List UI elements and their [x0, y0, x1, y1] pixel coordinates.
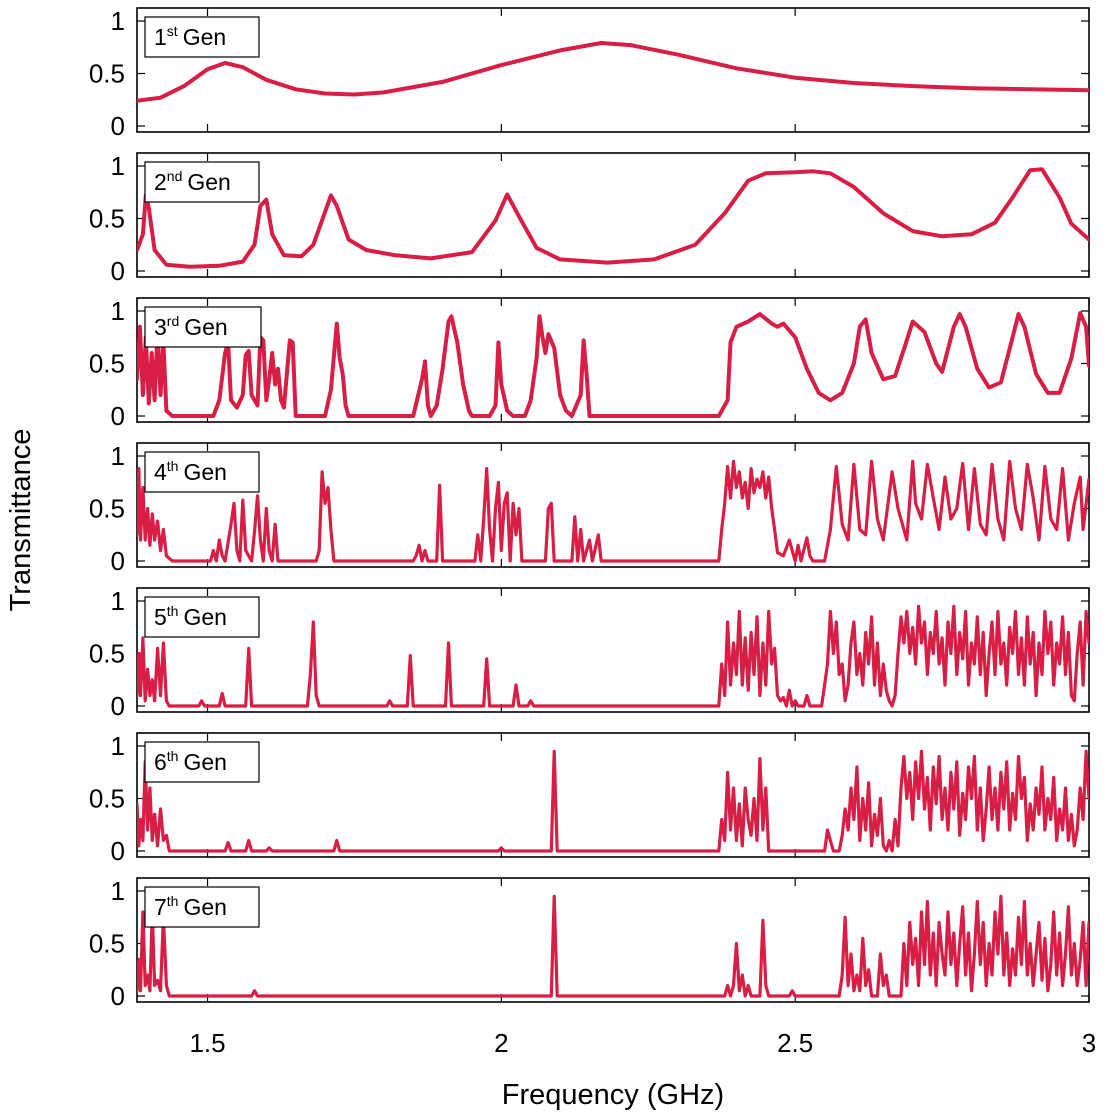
- panel-frame: [136, 7, 1090, 133]
- gen-label-box: [144, 741, 260, 783]
- panel-2: 0 0.5 1 2nd Gen: [89, 151, 1090, 286]
- gen-label: 3rd Gen: [154, 313, 228, 340]
- y-tick-label: 0.5: [89, 929, 125, 959]
- x-tick-label: 3: [1082, 1028, 1096, 1058]
- y-tick-label: 0: [111, 256, 125, 286]
- panel-frame: [136, 587, 1090, 713]
- y-tick-label: 0.5: [89, 639, 125, 669]
- gen-label-box: [144, 596, 260, 638]
- x-tick-label: 2: [494, 1028, 508, 1058]
- gen-label: 6th Gen: [154, 748, 227, 775]
- x-tick-label: 2.5: [777, 1028, 813, 1058]
- y-tick-label: 0.5: [89, 494, 125, 524]
- gen-label: 4th Gen: [154, 458, 227, 485]
- series-line: [137, 459, 1089, 563]
- panel-frame: [136, 152, 1090, 278]
- gen-label-box: [144, 306, 262, 348]
- panel-6: 0 0.5 1 6th Gen: [89, 731, 1090, 866]
- y-tick-label: 0.5: [89, 784, 125, 814]
- series-line: [137, 894, 1089, 998]
- gen-label: 1st Gen: [154, 23, 226, 50]
- x-axis-label: Frequency (GHz): [502, 1079, 724, 1111]
- y-axis-label: Transmittance: [5, 429, 37, 612]
- y-tick-label: 0: [111, 546, 125, 576]
- panel-5: 0 0.5 1 5th Gen: [89, 586, 1090, 721]
- gen-label-box: [144, 451, 260, 493]
- y-tick-label: 0: [111, 111, 125, 141]
- y-tick-label: 0: [111, 836, 125, 866]
- series-line: [137, 749, 1089, 853]
- y-tick-label: 1: [111, 586, 125, 616]
- gen-label: 2nd Gen: [154, 168, 231, 195]
- x-tick-labels: 1.5 2 2.5 3: [189, 1028, 1096, 1058]
- y-tick-label: 0: [111, 691, 125, 721]
- y-tick-label: 0: [111, 981, 125, 1011]
- x-tick-label: 1.5: [189, 1028, 225, 1058]
- panel-frame: [136, 442, 1090, 568]
- y-tick-label: 0: [111, 401, 125, 431]
- panel-stack: 0 0.5 1 1st Gen 0 0.5 1 2nd Gen 0 0.5 1 3rd Gen 0 0.5 1 4t…: [89, 6, 1090, 1011]
- y-tick-label: 0.5: [89, 204, 125, 234]
- y-tick-label: 0.5: [89, 349, 125, 379]
- gen-label: 5th Gen: [154, 603, 227, 630]
- series-line: [137, 604, 1089, 708]
- y-tick-label: 0.5: [89, 59, 125, 89]
- gen-label-box: [144, 161, 260, 203]
- gen-label: 7th Gen: [154, 893, 227, 920]
- panel-3: 0 0.5 1 3rd Gen: [89, 296, 1090, 431]
- panel-7: 0 0.5 1 7th Gen: [89, 876, 1090, 1011]
- gen-label-box: [144, 16, 260, 58]
- series-line: [137, 167, 1089, 269]
- y-tick-label: 1: [111, 296, 125, 326]
- y-tick-label: 1: [111, 731, 125, 761]
- series-line: [137, 41, 1089, 103]
- y-tick-label: 1: [111, 151, 125, 181]
- y-tick-label: 1: [111, 876, 125, 906]
- panel-4: 0 0.5 1 4th Gen: [89, 441, 1090, 576]
- gen-label-box: [144, 886, 260, 928]
- panel-1: 0 0.5 1 1st Gen: [89, 6, 1090, 141]
- y-tick-label: 1: [111, 6, 125, 36]
- y-tick-label: 1: [111, 441, 125, 471]
- series-line: [137, 311, 1089, 418]
